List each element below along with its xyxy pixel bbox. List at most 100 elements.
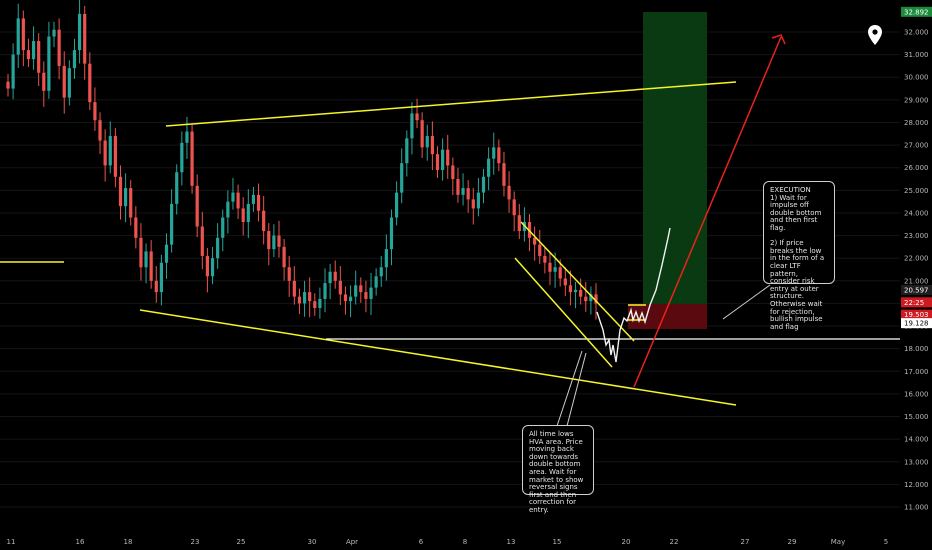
candle-body <box>512 199 516 216</box>
execution-note[interactable]: EXECUTION 1) Wait for impulse off double… <box>763 181 835 330</box>
price-tick-label: 11.000 <box>904 504 929 512</box>
candle-body <box>451 165 455 180</box>
candle-body <box>420 120 424 148</box>
candle-body <box>88 63 92 103</box>
time-tick-label: 16 <box>76 538 85 546</box>
candle-body <box>384 249 388 268</box>
candle-body <box>589 294 593 302</box>
time-tick-label: 22 <box>670 538 679 546</box>
map-pin-icon[interactable] <box>868 25 882 45</box>
candle-body <box>129 188 133 218</box>
price-axis[interactable] <box>900 0 932 550</box>
candle-body <box>216 237 220 259</box>
candle-body <box>497 147 501 164</box>
price-tick-label: 32.000 <box>904 29 929 37</box>
candle-body <box>323 283 327 299</box>
candle-body <box>195 185 199 227</box>
candle-body <box>594 294 598 304</box>
candle-body <box>446 149 450 166</box>
candle-body <box>517 215 521 232</box>
candle-body <box>267 231 271 250</box>
target-arrow[interactable] <box>633 36 782 388</box>
candle-body <box>62 65 66 98</box>
projection-path[interactable] <box>596 227 671 363</box>
candle-body <box>425 136 429 148</box>
flag-upper-line[interactable] <box>520 221 635 342</box>
time-tick-label: 11 <box>7 538 16 546</box>
candle-body <box>430 136 434 155</box>
candle-body <box>190 131 194 186</box>
price-tick-label: 17.000 <box>904 368 929 376</box>
time-tick-label: 6 <box>419 538 424 546</box>
time-tick-label: 15 <box>553 538 562 546</box>
candle-body <box>415 113 419 121</box>
candle-body <box>359 285 363 293</box>
candle-body <box>26 50 31 60</box>
price-tick-label: 26.000 <box>904 164 929 172</box>
hva-note[interactable]: All time lows HVA area. Price moving bac… <box>522 425 594 514</box>
flag-lower-line[interactable] <box>514 257 613 368</box>
price-tick-label: 29.000 <box>904 96 929 104</box>
candle-body <box>113 136 117 177</box>
candle-body <box>277 235 281 247</box>
price-tick-label: 28.000 <box>904 119 929 127</box>
candle-body <box>103 140 107 166</box>
price-tag-label: 32.892 <box>904 8 929 16</box>
candle-body <box>302 292 307 304</box>
price-tag-label: 19.128 <box>904 320 929 328</box>
candle-body <box>231 192 235 202</box>
price-tick-label: 22.000 <box>904 255 929 263</box>
candle-body <box>548 262 552 272</box>
candle-body <box>466 188 470 200</box>
lower-channel-line[interactable] <box>139 309 737 406</box>
time-tick-label: 5 <box>884 538 888 546</box>
price-tick-label: 31.000 <box>904 51 929 59</box>
candle-body <box>149 251 153 281</box>
candle-body <box>93 102 97 121</box>
candle-body <box>318 298 322 308</box>
price-tag-label: 20.597 <box>904 286 929 294</box>
upper-channel-line[interactable] <box>165 81 737 127</box>
execution-callout-pointer <box>722 284 771 320</box>
price-tick-label: 12.000 <box>904 481 929 489</box>
time-tick-label: 27 <box>741 538 750 546</box>
candle-body <box>256 194 261 211</box>
candle-body <box>57 29 61 66</box>
candle-body <box>502 163 506 186</box>
candle-body <box>108 136 112 166</box>
candle-body <box>6 81 10 89</box>
candle-body <box>354 285 358 297</box>
candle-body <box>67 68 71 98</box>
candle-body <box>118 176 123 207</box>
candle-body <box>180 142 184 173</box>
candle-body <box>584 296 588 302</box>
target-arrow-head <box>771 34 786 45</box>
price-tag-label: 22:25 <box>904 299 924 307</box>
candle-body <box>400 163 404 193</box>
candle-body <box>72 50 77 69</box>
candle-body <box>241 208 245 222</box>
candle-body <box>124 188 128 207</box>
candle-body <box>210 258 215 277</box>
candle-body <box>31 41 36 60</box>
candle-body <box>134 217 138 238</box>
candle-body <box>471 199 475 209</box>
candles <box>6 0 598 320</box>
candle-body <box>308 292 312 302</box>
candle-body <box>272 235 276 250</box>
time-tick-label: 20 <box>622 538 631 546</box>
candle-body <box>282 246 286 268</box>
candle-body <box>221 217 225 238</box>
time-tick-label: 13 <box>507 538 516 546</box>
candle-body <box>139 237 143 268</box>
candle-body <box>461 188 465 195</box>
candle-body <box>333 271 337 281</box>
candle-body <box>476 192 480 209</box>
price-tick-label: 13.000 <box>904 458 929 466</box>
candle-body <box>77 13 82 51</box>
candle-body <box>83 13 87 64</box>
candle-body <box>328 271 332 284</box>
candle-body <box>435 154 440 170</box>
candle-body <box>98 120 102 141</box>
